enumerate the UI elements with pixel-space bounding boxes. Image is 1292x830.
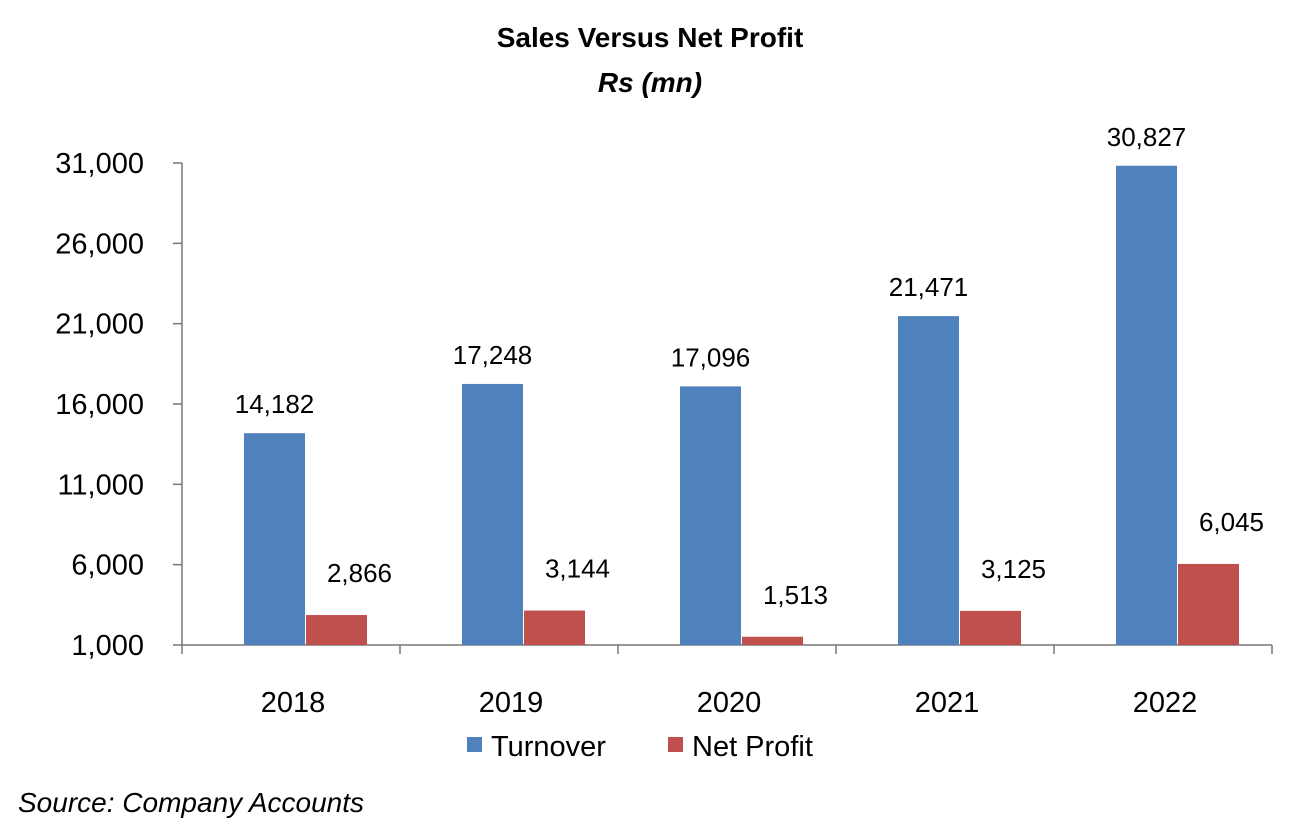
y-tick-label: 11,000 bbox=[57, 469, 144, 501]
turnover-data-label: 21,471 bbox=[889, 272, 969, 302]
turnover-data-label: 17,096 bbox=[671, 342, 751, 372]
turnover-bar bbox=[244, 433, 305, 645]
y-tick-label: 1,000 bbox=[71, 630, 144, 662]
x-tick-label: 2021 bbox=[915, 687, 980, 719]
chart-subtitle: Rs (mn) bbox=[598, 67, 702, 98]
y-tick-label: 16,000 bbox=[55, 389, 144, 421]
x-tick-label: 2020 bbox=[697, 687, 762, 719]
data-labels-group: 14,182 2,866 17,248 3,144 17,096 1,513 21,471 3… bbox=[235, 122, 1264, 610]
y-tick-label: 21,000 bbox=[55, 309, 144, 341]
x-tick-label: 2022 bbox=[1133, 687, 1198, 719]
net-profit-bar bbox=[524, 610, 585, 645]
source-note: Source: Company Accounts bbox=[18, 787, 364, 818]
turnover-bar bbox=[462, 383, 523, 645]
net-profit-data-label: 1,513 bbox=[763, 580, 828, 610]
turnover-data-label: 17,248 bbox=[453, 340, 533, 370]
y-tick-label: 31,000 bbox=[55, 148, 144, 180]
y-tick-label: 26,000 bbox=[55, 228, 144, 260]
net-profit-bar bbox=[742, 636, 803, 645]
y-axis: 1,000 6,000 11,000 16,000 21,000 26,000 31,000 bbox=[55, 148, 183, 662]
legend: Turnover Net Profit bbox=[467, 731, 813, 763]
chart-title: Sales Versus Net Profit bbox=[497, 22, 804, 53]
x-axis: 2018 2019 2020 2021 2022 bbox=[181, 644, 1273, 719]
net-profit-bar bbox=[960, 610, 1021, 645]
legend-net-profit-label: Net Profit bbox=[692, 731, 813, 763]
y-tick-label: 6,000 bbox=[71, 550, 144, 582]
net-profit-data-label: 6,045 bbox=[1199, 507, 1264, 537]
turnover-bar bbox=[898, 316, 959, 645]
x-tick-label: 2019 bbox=[479, 687, 544, 719]
bars-group bbox=[244, 165, 1239, 645]
legend-turnover-label: Turnover bbox=[491, 731, 606, 763]
turnover-bar bbox=[1116, 165, 1177, 645]
net-profit-data-label: 3,144 bbox=[545, 554, 610, 584]
turnover-data-label: 14,182 bbox=[235, 389, 315, 419]
net-profit-bar bbox=[306, 615, 367, 645]
legend-turnover-swatch bbox=[467, 737, 482, 752]
x-tick-label: 2018 bbox=[261, 687, 326, 719]
legend-net-profit-swatch bbox=[668, 737, 683, 752]
turnover-data-label: 30,827 bbox=[1107, 122, 1187, 152]
net-profit-data-label: 3,125 bbox=[981, 554, 1046, 584]
net-profit-bar bbox=[1178, 563, 1239, 645]
net-profit-data-label: 2,866 bbox=[327, 558, 392, 588]
turnover-bar bbox=[680, 386, 741, 645]
